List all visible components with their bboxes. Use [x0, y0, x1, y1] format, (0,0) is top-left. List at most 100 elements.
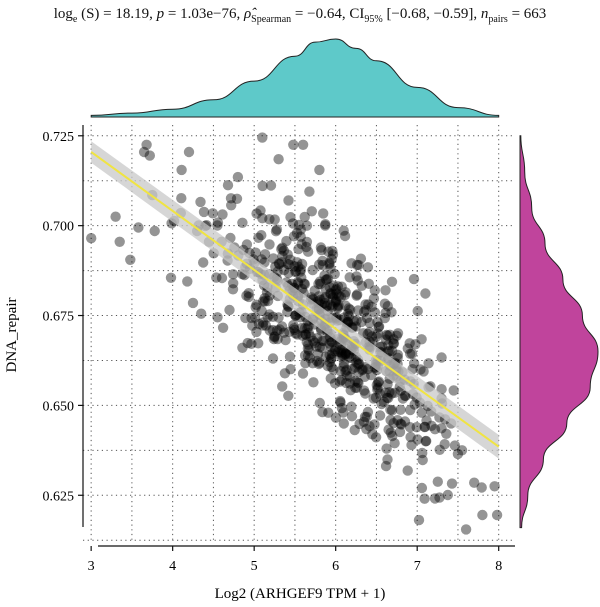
x-tick-label: 6 [332, 559, 339, 574]
data-point [350, 362, 361, 373]
data-point [352, 305, 364, 316]
data-point [413, 514, 425, 526]
data-point [313, 291, 325, 302]
data-point [436, 352, 447, 363]
data-point [429, 493, 441, 504]
data-point [300, 329, 311, 340]
data-point [301, 241, 312, 253]
data-point [211, 272, 222, 283]
data-point [195, 196, 206, 208]
data-point [296, 322, 307, 334]
data-point [335, 366, 346, 377]
data-point [298, 278, 310, 289]
data-point [260, 320, 272, 331]
y-tick-label: 0.625 [43, 489, 75, 504]
data-point [291, 227, 303, 239]
data-point [417, 447, 428, 459]
data-point [304, 353, 316, 364]
data-point [312, 348, 324, 360]
data-point [331, 283, 342, 295]
data-point [350, 321, 361, 332]
data-point [489, 481, 500, 492]
data-point [325, 288, 336, 299]
data-point [309, 285, 320, 296]
data-point [320, 220, 331, 231]
data-point [318, 335, 329, 347]
x-tick-label: 5 [251, 559, 258, 574]
data-point [287, 218, 299, 229]
data-point [322, 273, 334, 284]
data-point [290, 310, 301, 321]
data-point [278, 327, 290, 338]
data-point [264, 239, 275, 250]
data-point [269, 331, 280, 342]
data-point [345, 385, 356, 396]
data-point [388, 338, 400, 349]
data-point [405, 404, 416, 416]
data-point [370, 392, 382, 403]
data-point [321, 300, 333, 311]
data-point [262, 312, 273, 323]
data-point [317, 342, 328, 354]
data-point [327, 301, 338, 312]
data-point [339, 289, 351, 301]
data-point [336, 344, 347, 356]
data-point [341, 364, 352, 376]
data-point [183, 146, 195, 158]
data-point [335, 347, 347, 358]
data-point [347, 363, 358, 375]
data-point [256, 305, 267, 317]
data-point [326, 342, 337, 353]
data-point [196, 308, 207, 319]
data-point [262, 295, 274, 307]
data-point [477, 509, 488, 521]
data-point [212, 312, 223, 323]
data-point [388, 338, 399, 349]
data-point [149, 225, 160, 237]
data-point [237, 342, 248, 353]
data-point [327, 289, 339, 300]
data-point [330, 285, 341, 296]
data-point [436, 384, 447, 395]
data-point [276, 321, 288, 332]
data-point [316, 244, 327, 256]
data-point [207, 208, 218, 219]
data-point [363, 299, 374, 310]
data-point [304, 186, 315, 197]
data-point [353, 377, 364, 389]
data-point [339, 230, 351, 242]
data-point [303, 327, 314, 339]
data-point [110, 211, 121, 222]
data-point [255, 205, 266, 216]
data-point [303, 321, 314, 332]
data-point [212, 217, 224, 228]
data-point [340, 300, 351, 311]
data-point [283, 195, 294, 206]
data-point [293, 278, 304, 289]
data-point [380, 387, 391, 398]
data-point [372, 316, 383, 328]
data-point [269, 214, 280, 225]
data-point [301, 220, 313, 231]
data-point [253, 318, 265, 330]
data-point [293, 243, 304, 255]
data-point [406, 439, 417, 451]
data-point [285, 212, 296, 223]
data-point [360, 388, 371, 399]
data-point [308, 377, 319, 388]
data-point [314, 341, 325, 353]
data-point [276, 243, 287, 255]
data-point [295, 264, 307, 275]
data-point [446, 478, 458, 489]
data-point [216, 272, 228, 284]
data-point [305, 331, 316, 342]
data-point [240, 312, 251, 324]
data-point [325, 263, 336, 274]
data-point [372, 382, 383, 393]
data-point [341, 377, 352, 389]
data-point [268, 253, 279, 264]
data-point [441, 428, 452, 439]
data-point [312, 333, 323, 344]
data-point [339, 349, 351, 360]
data-point [351, 357, 362, 368]
